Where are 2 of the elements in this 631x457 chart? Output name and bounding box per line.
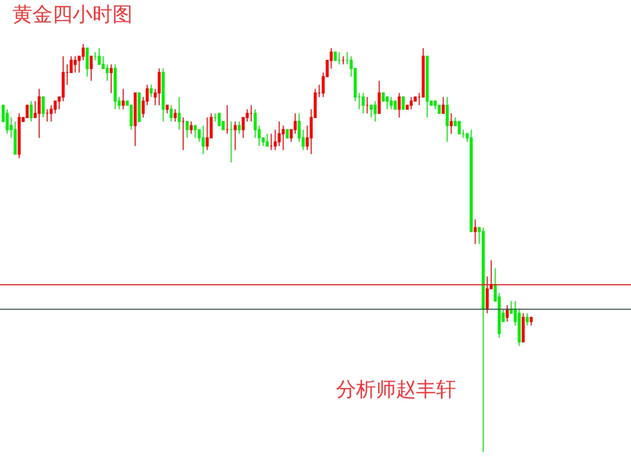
annotation: 分析师赵丰轩 (336, 377, 456, 401)
chart-title: 黄金四小时图 (12, 2, 133, 26)
